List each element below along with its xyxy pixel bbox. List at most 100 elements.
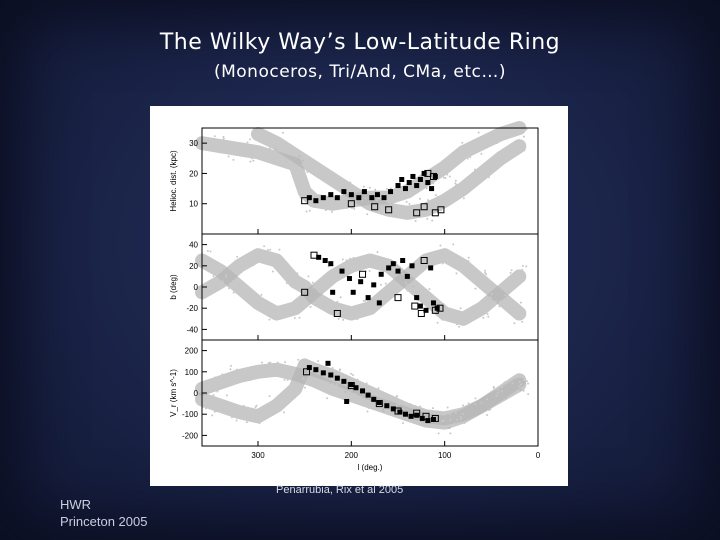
model-speckle <box>454 182 457 185</box>
model-speckle <box>342 182 345 185</box>
model-speckle <box>219 139 222 142</box>
model-speckle <box>391 284 394 287</box>
model-speckle <box>207 386 210 389</box>
data-point-filled <box>402 411 408 417</box>
model-speckle <box>224 409 227 412</box>
data-point-filled <box>428 265 434 271</box>
data-point-filled <box>350 289 356 295</box>
model-speckle <box>398 198 401 201</box>
model-speckle <box>266 249 269 252</box>
model-speckle <box>467 402 470 405</box>
model-speckle <box>389 187 392 190</box>
model-speckle <box>364 197 367 200</box>
model-speckle <box>246 141 249 144</box>
model-speckle <box>522 135 525 138</box>
model-speckle <box>299 196 302 199</box>
data-point-filled <box>361 189 367 195</box>
model-speckle <box>336 275 339 278</box>
model-speckle <box>214 376 217 379</box>
model-speckle <box>383 209 386 212</box>
model-speckle <box>366 301 369 304</box>
model-speckle <box>346 383 349 386</box>
model-speckle <box>321 387 324 390</box>
model-speckle <box>509 271 512 274</box>
model-speckle <box>295 164 298 167</box>
model-speckle <box>446 173 449 176</box>
model-speckle <box>395 395 398 398</box>
model-speckle <box>374 205 377 208</box>
model-speckle <box>397 192 400 195</box>
model-speckle <box>419 265 422 268</box>
model-speckle <box>401 272 404 275</box>
model-speckle <box>331 382 334 385</box>
model-speckle <box>334 276 337 279</box>
model-speckle <box>450 164 453 167</box>
model-speckle <box>368 264 371 267</box>
model-speckle <box>281 131 284 134</box>
model-speckle <box>351 206 354 209</box>
model-speckle <box>445 191 448 194</box>
model-speckle <box>449 432 452 435</box>
model-speckle <box>447 312 450 315</box>
model-speckle <box>332 275 335 278</box>
data-point-filled <box>381 195 387 201</box>
model-speckle <box>459 307 462 310</box>
data-point-filled <box>378 271 384 277</box>
model-speckle <box>263 245 266 248</box>
model-band-3-2 <box>195 362 527 430</box>
model-speckle <box>337 317 340 320</box>
model-speckle <box>390 269 393 272</box>
model-speckle <box>211 414 214 417</box>
model-speckle <box>465 148 468 151</box>
data-point-open <box>431 306 439 314</box>
model-speckle <box>497 388 500 391</box>
data-point-open <box>303 368 311 376</box>
model-speckle <box>487 315 490 318</box>
model-speckle <box>249 160 252 163</box>
model-speckle <box>467 271 470 274</box>
model-speckle <box>475 142 478 145</box>
data-point-filled <box>417 303 423 309</box>
data-point-open <box>375 400 383 408</box>
data-point-filled <box>330 289 336 295</box>
model-speckle <box>474 402 477 405</box>
model-speckle <box>328 174 331 177</box>
model-speckle <box>400 186 403 189</box>
data-point-open <box>411 302 419 310</box>
model-speckle <box>489 296 492 299</box>
model-speckle <box>290 394 293 397</box>
data-point-open <box>436 304 444 312</box>
model-speckle <box>419 405 422 408</box>
model-speckle <box>339 180 342 183</box>
model-speckle <box>513 304 516 307</box>
x-axis-label: l (deg.) <box>358 463 383 472</box>
model-speckle <box>294 305 297 308</box>
model-speckle <box>525 128 528 131</box>
model-speckle <box>342 397 345 400</box>
model-speckle <box>385 188 388 191</box>
model-speckle <box>271 270 274 273</box>
model-speckle <box>255 404 258 407</box>
model-speckle <box>308 163 311 166</box>
y-tick-label: 20 <box>189 169 198 178</box>
data-point-open <box>431 414 439 422</box>
model-speckle <box>509 144 512 147</box>
model-speckle <box>309 158 312 161</box>
model-speckle <box>414 269 417 272</box>
model-speckle <box>286 147 289 150</box>
y-tick-label: -20 <box>186 304 198 313</box>
model-speckle <box>212 275 215 278</box>
model-speckle <box>301 377 304 380</box>
data-point-filled <box>430 417 436 422</box>
model-speckle <box>264 414 267 417</box>
model-speckle <box>379 283 382 286</box>
chart-panel: 10 20 30 Helioc. dist. (kpc) 40 20 0 -20 -40 b (d… <box>150 106 568 486</box>
model-speckle <box>220 144 223 147</box>
model-speckle <box>401 422 404 425</box>
model-speckle <box>239 282 242 285</box>
data-point-open <box>347 200 355 208</box>
model-speckle <box>459 415 462 418</box>
slide-subtitle: (Monoceros, Tri/And, CMa, etc…) <box>213 62 507 82</box>
y-tick-label: -200 <box>182 431 199 440</box>
model-speckle <box>504 294 507 297</box>
